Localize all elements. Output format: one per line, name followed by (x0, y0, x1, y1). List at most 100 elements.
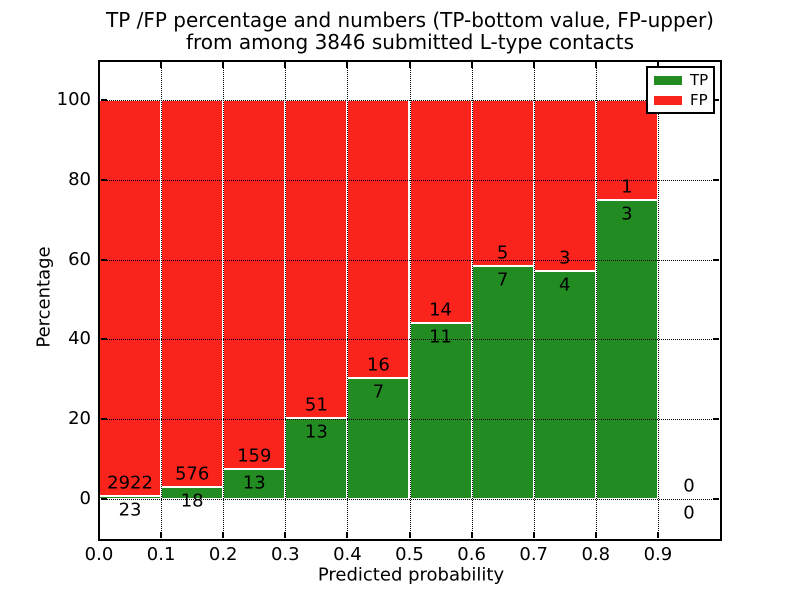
x-tick-bottom (160, 532, 163, 538)
x-gridline (409, 63, 411, 537)
tp-count-label: 3 (621, 203, 633, 225)
x-tick-bottom (222, 532, 225, 538)
y-tick-left (101, 258, 107, 261)
bar-segment-tp (409, 323, 472, 499)
x-tick-top (160, 62, 163, 68)
fp-count-label: 3 (559, 247, 571, 269)
x-tick-bottom (284, 532, 287, 538)
x-tick-bottom (346, 532, 349, 538)
legend-label-tp: TP (690, 71, 709, 89)
fp-count-label: 0 (683, 475, 695, 497)
bar-segment-fp (595, 100, 658, 200)
x-tick-bottom (408, 532, 411, 538)
bar-segment-fp (471, 100, 534, 267)
bar-segment-fp (161, 100, 224, 487)
x-tick-label: 0.5 (395, 544, 424, 565)
y-tick-left (101, 418, 107, 421)
x-tick-label: 0.7 (519, 544, 549, 565)
bar-segment-tp (533, 271, 596, 499)
chart-title-line2: from among 3846 submitted L-type contact… (185, 30, 635, 54)
y-gridline (101, 179, 718, 181)
y-tick-left (101, 99, 107, 101)
y-axis-label: Percentage (33, 246, 55, 348)
x-tick-bottom (532, 532, 535, 538)
bar-segment-tp (595, 199, 658, 499)
bar-segment-fp (409, 100, 472, 324)
y-tick-label: 80 (68, 168, 91, 190)
x-tick-top (470, 62, 473, 68)
x-gridline (657, 63, 659, 537)
tp-count-label: 23 (118, 499, 142, 521)
x-tick-top (98, 62, 100, 68)
x-tick-bottom (594, 532, 597, 538)
x-axis-label: Predicted probability (317, 564, 505, 586)
legend: TP FP (646, 66, 715, 114)
x-gridline (471, 63, 473, 537)
tp-count-label: 7 (496, 269, 509, 291)
y-gridline (101, 499, 718, 500)
y-tick-left (101, 338, 107, 341)
y-tick-right (713, 99, 719, 101)
x-gridline (595, 63, 597, 537)
x-tick-top (284, 62, 287, 68)
x-tick-label: 0.3 (270, 544, 300, 565)
y-tick-label: 20 (68, 408, 91, 430)
y-tick-right (713, 258, 719, 261)
bar-segment-fp (347, 100, 410, 378)
legend-swatch-tp (654, 75, 682, 85)
y-tick-left (101, 178, 107, 181)
bar-segment-fp (99, 100, 162, 496)
legend-item-tp: TP (654, 71, 709, 89)
fp-count-label: 51 (304, 394, 328, 416)
x-tick-label: 0.1 (146, 544, 176, 565)
fp-count-label: 14 (429, 299, 452, 321)
x-tick-top (408, 62, 411, 68)
legend-item-fp: FP (654, 91, 708, 109)
fp-count-label: 2922 (107, 472, 153, 494)
legend-label-fp: FP (690, 91, 708, 109)
bar-segment-tp (471, 266, 534, 499)
fp-count-label: 5 (496, 242, 509, 264)
tp-count-label: 18 (180, 490, 204, 512)
fp-count-label: 16 (366, 354, 390, 376)
x-tick-top (532, 62, 535, 68)
tp-count-label: 13 (242, 472, 266, 494)
bar-segment-tp (347, 377, 410, 499)
x-gridline (223, 63, 225, 537)
tp-count-label: 4 (559, 274, 571, 296)
y-gridline (101, 339, 718, 341)
fp-count-label: 576 (174, 463, 210, 485)
y-tick-right (713, 498, 719, 500)
bar-segment-fp (223, 100, 286, 469)
tp-count-label: 11 (429, 326, 452, 348)
x-gridline (285, 63, 287, 537)
y-tick-label: 100 (56, 89, 91, 110)
y-gridline (101, 100, 718, 101)
bar-segment-fp (533, 100, 596, 271)
fp-count-label: 1 (621, 176, 633, 198)
x-tick-label: 0.4 (333, 544, 362, 565)
fp-count-label: 159 (237, 445, 272, 467)
x-tick-bottom (470, 532, 473, 538)
y-tick-left (101, 498, 107, 500)
x-tick-top (346, 62, 349, 68)
tp-count-label: 0 (683, 502, 695, 524)
y-gridline (101, 259, 718, 261)
y-tick-label: 60 (68, 248, 91, 270)
x-tick-top (656, 62, 659, 68)
y-tick-label: 0 (79, 488, 91, 509)
x-tick-label: 0.6 (457, 544, 486, 565)
x-tick-label: 0.9 (643, 544, 673, 565)
tp-count-label: 7 (372, 381, 385, 403)
legend-swatch-fp (654, 95, 682, 105)
x-tick-label: 0.0 (84, 544, 114, 565)
x-tick-bottom (98, 532, 100, 538)
x-tick-bottom (656, 532, 659, 538)
tp-count-label: 13 (304, 421, 328, 443)
x-gridline (533, 63, 535, 537)
x-gridline (161, 63, 163, 537)
y-tick-right (713, 178, 719, 181)
y-tick-label: 40 (68, 328, 91, 350)
x-tick-label: 0.2 (208, 544, 238, 565)
